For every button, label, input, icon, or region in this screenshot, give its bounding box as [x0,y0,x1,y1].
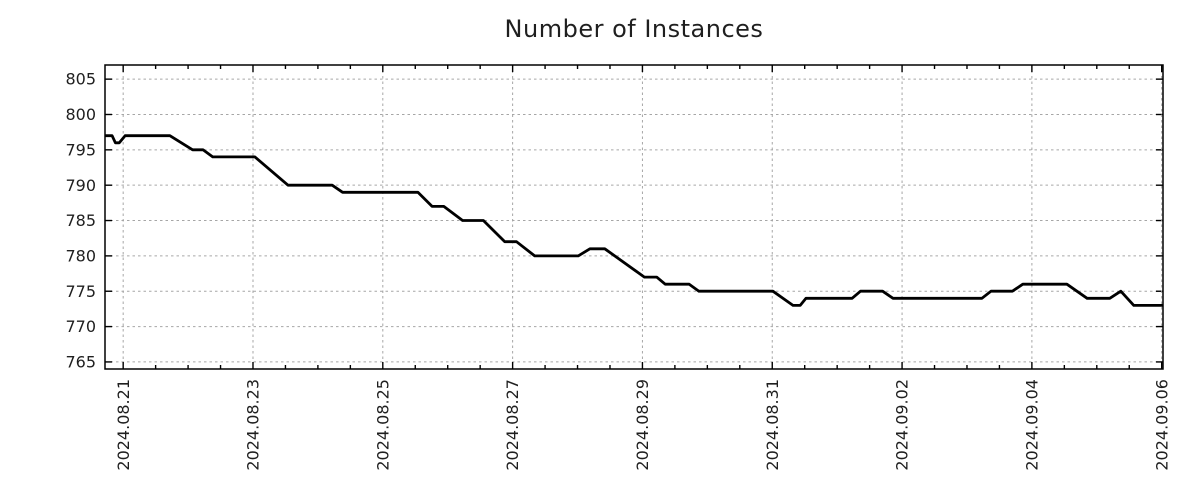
x-tick-label: 2024.08.21 [114,379,133,471]
x-tick-label: 2024.08.31 [763,379,782,471]
y-tick-label: 780 [65,246,96,265]
series-line-instances [105,134,1163,307]
y-tick-label: 770 [65,317,96,336]
plot-border [104,64,1164,370]
y-tick-label: 805 [65,70,96,89]
y-tick-label: 795 [65,140,96,159]
y-tick-label: 790 [65,176,96,195]
y-tick-label: 775 [65,282,96,301]
x-tick-label: 2024.08.25 [373,379,392,471]
y-tick-label: 800 [65,105,96,124]
x-tick-label: 2024.09.06 [1152,379,1171,471]
y-tick-label: 785 [65,211,96,230]
y-tick-label: 765 [65,353,96,372]
x-tick-label: 2024.09.04 [1022,379,1041,471]
x-tick-label: 2024.08.29 [633,379,652,471]
x-tick-label: 2024.09.02 [893,379,912,471]
chart-title: Number of Instances [504,15,764,43]
x-tick-label: 2024.08.23 [244,379,263,471]
x-tick-label: 2024.08.27 [503,379,522,471]
